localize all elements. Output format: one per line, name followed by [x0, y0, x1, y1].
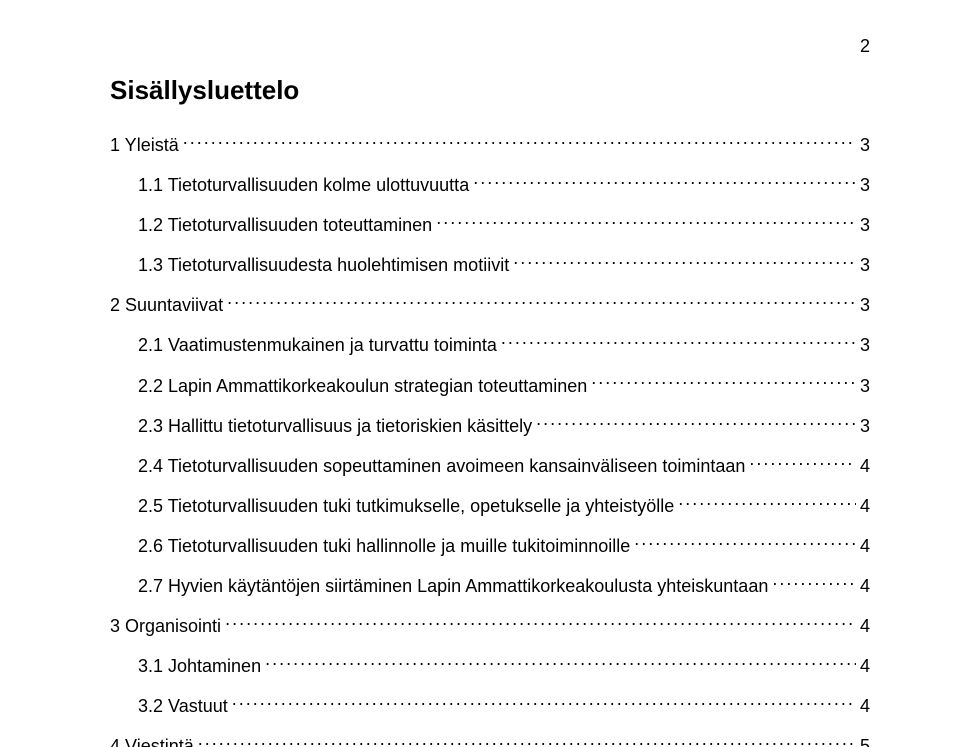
toc-entry-page: 4	[860, 613, 870, 639]
document-page: 2 Sisällysluettelo 1 Yleistä 3 1.1 Tietotu…	[0, 0, 960, 747]
toc-entry-label: 2.5 Tietoturvallisuuden tuki tutkimuksel…	[138, 493, 674, 519]
toc-list: 1 Yleistä 3 1.1 Tietoturvallisuuden kolme …	[110, 132, 870, 747]
toc-entry-label: 2 Suuntaviivat	[110, 292, 223, 318]
toc-entry-page: 3	[860, 332, 870, 358]
toc-row: 2.6 Tietoturvallisuuden tuki hallinnolle…	[138, 533, 870, 559]
toc-leader-dots	[225, 614, 856, 632]
toc-row: 2.3 Hallittu tietoturvallisuus ja tietor…	[138, 413, 870, 439]
page-number: 2	[110, 36, 870, 57]
toc-entry-label: 3.1 Johtaminen	[138, 653, 261, 679]
toc-entry-label: 1.3 Tietoturvallisuudesta huolehtimisen …	[138, 252, 509, 278]
toc-entry-label: 2.7 Hyvien käytäntöjen siirtäminen Lapin…	[138, 573, 768, 599]
toc-leader-dots	[473, 173, 856, 191]
toc-row: 3 Organisointi 4	[110, 613, 870, 639]
toc-row: 1.1 Tietoturvallisuuden kolme ulottuvuut…	[138, 172, 870, 198]
toc-entry-page: 4	[860, 533, 870, 559]
toc-entry-label: 2.4 Tietoturvallisuuden sopeuttaminen av…	[138, 453, 745, 479]
toc-row: 3.1 Johtaminen 4	[138, 653, 870, 679]
toc-leader-dots	[436, 213, 856, 231]
toc-entry-label: 2.1 Vaatimustenmukainen ja turvattu toim…	[138, 332, 497, 358]
toc-leader-dots	[749, 454, 856, 472]
toc-entry-page: 4	[860, 653, 870, 679]
toc-row: 2.4 Tietoturvallisuuden sopeuttaminen av…	[138, 453, 870, 479]
toc-leader-dots	[232, 694, 856, 712]
toc-entry-label: 1.1 Tietoturvallisuuden kolme ulottuvuut…	[138, 172, 469, 198]
toc-row: 2.2 Lapin Ammattikorkeakoulun strategian…	[138, 373, 870, 399]
toc-row: 1 Yleistä 3	[110, 132, 870, 158]
toc-leader-dots	[678, 494, 856, 512]
toc-entry-page: 4	[860, 693, 870, 719]
toc-entry-page: 3	[860, 413, 870, 439]
toc-entry-label: 1 Yleistä	[110, 132, 179, 158]
toc-entry-label: 2.3 Hallittu tietoturvallisuus ja tietor…	[138, 413, 532, 439]
toc-leader-dots	[634, 534, 856, 552]
toc-entry-page: 5	[860, 733, 870, 747]
toc-entry-label: 2.6 Tietoturvallisuuden tuki hallinnolle…	[138, 533, 630, 559]
toc-leader-dots	[227, 293, 856, 311]
toc-entry-page: 3	[860, 172, 870, 198]
toc-row: 2.1 Vaatimustenmukainen ja turvattu toim…	[138, 332, 870, 358]
toc-row: 3.2 Vastuut 4	[138, 693, 870, 719]
toc-entry-page: 4	[860, 493, 870, 519]
toc-entry-page: 3	[860, 132, 870, 158]
toc-entry-page: 3	[860, 212, 870, 238]
toc-leader-dots	[183, 133, 856, 151]
toc-leader-dots	[501, 333, 856, 351]
toc-row: 2.5 Tietoturvallisuuden tuki tutkimuksel…	[138, 493, 870, 519]
toc-leader-dots	[591, 374, 856, 392]
toc-entry-page: 3	[860, 373, 870, 399]
toc-row: 2.7 Hyvien käytäntöjen siirtäminen Lapin…	[138, 573, 870, 599]
toc-entry-page: 3	[860, 252, 870, 278]
toc-entry-label: 2.2 Lapin Ammattikorkeakoulun strategian…	[138, 373, 587, 399]
toc-entry-label: 4 Viestintä	[110, 733, 194, 747]
toc-title: Sisällysluettelo	[110, 75, 870, 106]
toc-entry-page: 3	[860, 292, 870, 318]
toc-entry-page: 4	[860, 453, 870, 479]
toc-row: 4 Viestintä 5	[110, 733, 870, 747]
toc-entry-page: 4	[860, 573, 870, 599]
toc-entry-label: 3.2 Vastuut	[138, 693, 228, 719]
toc-leader-dots	[198, 734, 856, 747]
toc-row: 1.2 Tietoturvallisuuden toteuttaminen 3	[138, 212, 870, 238]
toc-leader-dots	[536, 414, 856, 432]
toc-row: 1.3 Tietoturvallisuudesta huolehtimisen …	[138, 252, 870, 278]
toc-entry-label: 3 Organisointi	[110, 613, 221, 639]
toc-leader-dots	[265, 654, 856, 672]
toc-leader-dots	[513, 253, 856, 271]
toc-leader-dots	[772, 574, 856, 592]
toc-row: 2 Suuntaviivat 3	[110, 292, 870, 318]
toc-entry-label: 1.2 Tietoturvallisuuden toteuttaminen	[138, 212, 432, 238]
